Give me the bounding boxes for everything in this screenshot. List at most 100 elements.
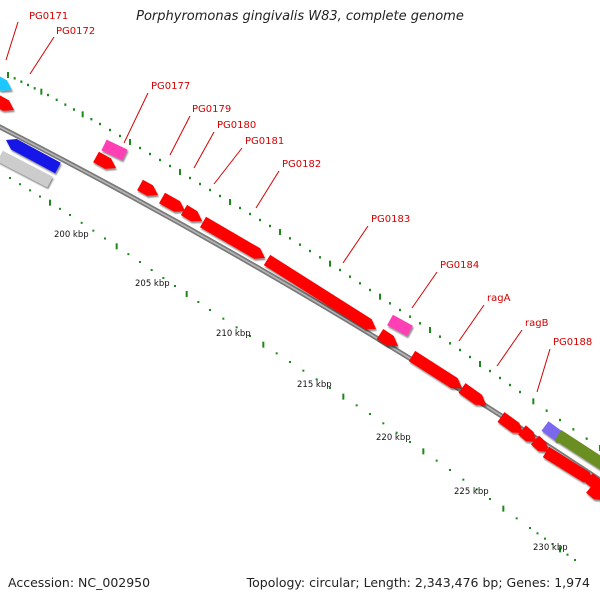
kbp-ticks xyxy=(9,177,576,561)
leader-line-9 xyxy=(458,304,485,342)
position-tick-23 xyxy=(275,352,278,355)
gc-tick-48 xyxy=(459,348,461,352)
gene-label-pg0183: PG0183 xyxy=(371,214,410,225)
leader-line-4 xyxy=(193,131,215,169)
position-tick-3 xyxy=(39,195,41,198)
genome-backbone xyxy=(0,124,600,484)
gene-arrow-10 xyxy=(263,254,376,330)
gene-arrow-22 xyxy=(586,483,600,500)
gc-tick-9 xyxy=(73,108,75,111)
position-tick-29 xyxy=(355,404,358,407)
gc-tick-29 xyxy=(269,224,271,228)
gene-arrow-6 xyxy=(137,179,158,196)
gene-features xyxy=(0,76,600,500)
genome-summary: Topology: circular; Length: 2,343,476 bp… xyxy=(246,575,590,590)
gene-arrow-8 xyxy=(180,204,202,222)
position-tick-30 xyxy=(369,413,371,415)
gc-tick-26 xyxy=(239,206,241,210)
gc-tick-50 xyxy=(479,361,481,367)
gc-tick-27 xyxy=(249,212,251,216)
kbp-label-205: 205 kbp xyxy=(135,279,170,289)
gene-arrow-5 xyxy=(0,150,53,188)
position-tick-37 xyxy=(462,478,465,481)
gc-tick-41 xyxy=(389,302,391,305)
position-tick-16 xyxy=(185,291,188,297)
gene-arrow-3 xyxy=(101,139,128,161)
gc-tick-33 xyxy=(309,249,311,253)
map-title: Porphyromonas gingivalis W83, complete g… xyxy=(136,9,464,24)
gc-tick-55 xyxy=(532,398,535,405)
gc-tick-24 xyxy=(219,194,221,198)
gc-tick-56 xyxy=(545,409,548,412)
position-tick-15 xyxy=(174,285,176,287)
gc-tick-20 xyxy=(179,169,181,175)
position-tick-14 xyxy=(162,277,165,279)
position-tick-1 xyxy=(19,183,21,186)
gc-tick-21 xyxy=(189,176,191,180)
gene-arrow-7 xyxy=(159,192,185,212)
position-tick-20 xyxy=(235,326,238,329)
leader-line-6 xyxy=(255,170,280,209)
gc-tick-43 xyxy=(409,315,411,318)
leader-line-0 xyxy=(5,21,19,61)
gc-tick-19 xyxy=(169,164,171,168)
gene-arrow-15 xyxy=(497,412,523,433)
position-tick-45 xyxy=(551,543,554,545)
kbp-label-220: 220 kbp xyxy=(376,433,411,443)
leader-line-2 xyxy=(123,92,149,144)
position-tick-12 xyxy=(139,261,141,263)
position-tick-17 xyxy=(197,301,200,303)
gc-tick-34 xyxy=(319,256,321,259)
kbp-label-215: 215 kbp xyxy=(297,380,332,390)
gene-arrow-20 xyxy=(542,446,594,483)
gc-tick-45 xyxy=(429,327,431,333)
gc-tick-16 xyxy=(139,146,141,150)
position-tick-10 xyxy=(115,243,118,250)
position-tick-25 xyxy=(302,369,305,372)
leader-line-3 xyxy=(169,115,191,156)
position-tick-19 xyxy=(222,317,225,320)
gene-arrow-12 xyxy=(376,329,398,346)
gc-tick-1 xyxy=(13,77,16,80)
gc-tick-57 xyxy=(559,418,561,422)
gc-tick-23 xyxy=(209,188,211,192)
gene-label-raga: ragA xyxy=(487,293,511,304)
gc-tick-38 xyxy=(359,282,361,285)
position-tick-33 xyxy=(409,441,411,443)
gene-arrow-0 xyxy=(0,76,12,91)
position-tick-32 xyxy=(395,431,398,434)
gc-tick-5 xyxy=(40,88,43,95)
position-tick-4 xyxy=(49,199,51,206)
position-tick-0 xyxy=(9,177,11,179)
gc-tick-12 xyxy=(99,122,101,126)
gc-tick-58 xyxy=(572,428,575,431)
gc-tick-49 xyxy=(469,355,471,359)
gc-tick-54 xyxy=(519,390,521,394)
gc-tick-31 xyxy=(289,237,291,240)
accession-text: Accession: NC_002950 xyxy=(8,575,150,590)
gc-tick-52 xyxy=(499,376,501,380)
kbp-label-210: 210 kbp xyxy=(216,329,251,339)
gene-label-pg0180: PG0180 xyxy=(217,120,256,131)
leader-line-10 xyxy=(496,329,523,367)
gc-tick-13 xyxy=(109,128,111,132)
position-tick-5 xyxy=(59,207,61,210)
label-leaders xyxy=(5,21,551,393)
gene-label-pg0182: PG0182 xyxy=(282,159,321,170)
position-tick-44 xyxy=(544,537,546,540)
position-tick-11 xyxy=(127,253,130,256)
position-tick-31 xyxy=(382,422,385,425)
position-tick-28 xyxy=(342,393,345,400)
leader-line-8 xyxy=(411,271,438,309)
gc-tick-7 xyxy=(55,98,58,102)
gc-tick-47 xyxy=(449,342,451,345)
gene-arrow-4 xyxy=(6,139,61,174)
position-tick-47 xyxy=(566,553,569,556)
gc-tick-3 xyxy=(27,83,29,87)
gc-tick-8 xyxy=(64,103,67,106)
gc-tick-18 xyxy=(159,158,161,162)
position-tick-2 xyxy=(29,189,31,192)
position-tick-7 xyxy=(80,221,83,224)
gc-tick-32 xyxy=(299,243,301,246)
